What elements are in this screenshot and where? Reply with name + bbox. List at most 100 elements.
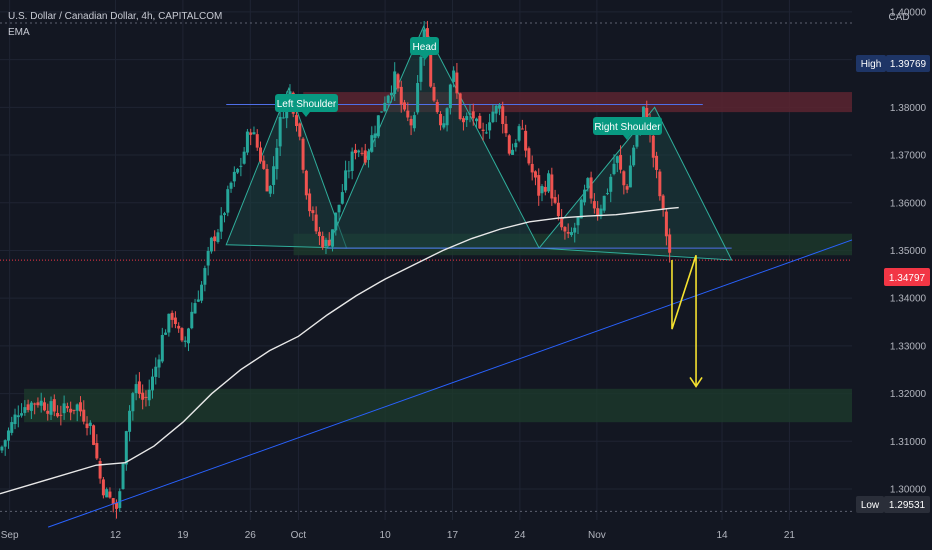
time-tick-label: 19 [177, 530, 189, 541]
candle-body [160, 334, 164, 362]
candle-body [605, 193, 609, 195]
candle-body [128, 410, 132, 432]
support-zone [24, 388, 852, 423]
candle-body [308, 193, 312, 212]
candle-body [540, 186, 544, 194]
price-tick-label: 1.34000 [890, 294, 927, 305]
candle-body [170, 312, 174, 320]
candle-body [612, 163, 616, 175]
candle-body [33, 403, 37, 405]
candle-body [26, 404, 30, 410]
candle-body [501, 106, 505, 125]
svg-text:Head: Head [413, 42, 437, 53]
low-price-tag: Low 1.29531 [856, 496, 930, 513]
candle-body [641, 106, 645, 119]
time-tick-label: 26 [245, 530, 257, 541]
candle-body [10, 422, 14, 433]
time-tick-label: 10 [380, 530, 392, 541]
right-shoulder-label: Right Shoulder [593, 117, 662, 140]
candle-body [524, 130, 528, 151]
candle-body [504, 123, 508, 134]
candle-body [628, 165, 632, 188]
candle-body [56, 413, 60, 417]
svg-text:Left Shoulder: Left Shoulder [277, 99, 337, 110]
candle-body [583, 189, 587, 203]
candle-body [586, 178, 590, 189]
candle-body [609, 176, 613, 192]
currency-label: CAD [888, 12, 909, 23]
candle-body [108, 491, 112, 498]
candle-body [465, 116, 469, 121]
candle-body [409, 118, 413, 126]
candle-body [543, 186, 547, 192]
candle-body [376, 115, 380, 137]
candle-body [249, 132, 253, 135]
candle-body [357, 150, 361, 153]
candle-body [95, 443, 99, 459]
price-tick-label: 1.37000 [890, 151, 927, 162]
candle-body [39, 400, 43, 406]
price-tick-label: 1.32000 [890, 389, 927, 400]
candle-body [334, 212, 338, 231]
candle-body [622, 171, 626, 186]
candle-body [20, 413, 24, 416]
candle-body [537, 175, 541, 196]
candle-body [101, 479, 105, 496]
candle-body [167, 313, 171, 333]
candle-body [445, 108, 449, 126]
candle-body [497, 105, 501, 109]
candle-body [517, 126, 521, 141]
candle-body [373, 133, 377, 138]
candle-body [484, 132, 488, 134]
candle-body [324, 239, 328, 247]
candle-body [664, 211, 668, 237]
candle-body [3, 440, 7, 447]
candle-body [281, 117, 285, 119]
candle-body [265, 168, 269, 192]
candle-body [367, 151, 371, 160]
candle-body [530, 163, 534, 173]
candle-body [78, 402, 82, 412]
candle-body [88, 422, 92, 426]
svg-text:1.39769: 1.39769 [890, 59, 927, 70]
candle-body [619, 154, 623, 170]
candle-body [62, 403, 66, 414]
candle-body [23, 407, 27, 413]
candle-body [196, 299, 200, 302]
candle-body [491, 111, 495, 123]
candle-body [556, 202, 560, 217]
candle-body [399, 86, 403, 105]
candle-body [471, 111, 475, 119]
candle-body [111, 498, 115, 505]
candle-body [186, 328, 190, 344]
time-axis[interactable]: Sep 12 19 26 Oct 10 17 24 Nov 14 21 [1, 530, 796, 541]
time-tick-label: 24 [514, 530, 526, 541]
candle-body [134, 384, 138, 394]
candle-body [592, 201, 596, 209]
symbol-title[interactable]: U.S. Dollar / Canadian Dollar, 4h, CAPIT… [8, 11, 223, 22]
candle-body [576, 216, 580, 226]
candle-body [72, 409, 76, 411]
candle-body [0, 446, 4, 451]
candle-body [350, 151, 354, 171]
candle-body [599, 208, 603, 217]
candle-body [164, 332, 168, 335]
candle-body [180, 328, 184, 341]
candle-body [268, 185, 272, 194]
candle-body [262, 160, 266, 169]
candle-body [203, 268, 207, 285]
candle-body [131, 393, 135, 412]
projection-path [671, 254, 697, 387]
candle-body [52, 399, 56, 412]
candle-body [272, 166, 276, 185]
candle-body [396, 74, 400, 89]
candle-body [452, 70, 456, 82]
candle-body [566, 232, 570, 234]
candle-body [36, 402, 40, 406]
indicator-label[interactable]: EMA [8, 27, 30, 38]
candle-body [69, 408, 73, 413]
time-tick-label: 17 [447, 530, 459, 541]
candle-body [124, 431, 128, 465]
candle-body [154, 366, 158, 377]
